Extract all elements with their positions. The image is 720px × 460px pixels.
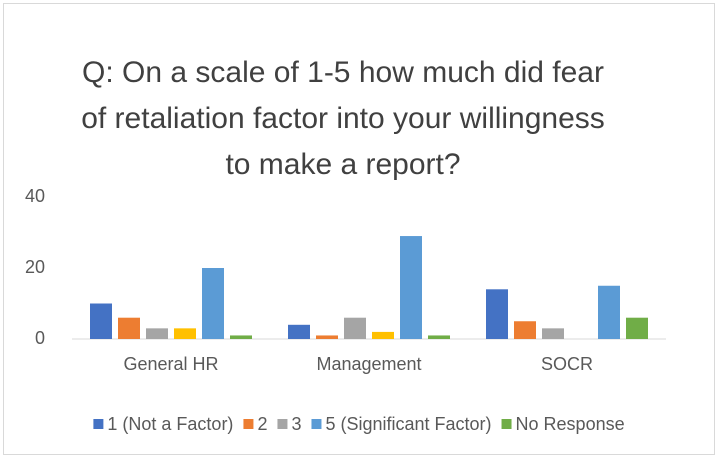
legend-swatch (277, 419, 288, 429)
chart-border (3, 3, 715, 455)
legend-label: 2 (257, 414, 267, 434)
legend-swatch (243, 419, 254, 429)
bar (400, 236, 422, 339)
legend-label: No Response (516, 414, 625, 434)
bar (316, 335, 338, 339)
legend-label: 1 (Not a Factor) (107, 414, 233, 434)
x-tick-label: Management (316, 354, 421, 374)
y-tick-label: 20 (25, 257, 45, 277)
bar (372, 331, 394, 339)
bar (542, 328, 564, 339)
bar (174, 328, 196, 339)
legend-swatch (93, 419, 104, 429)
bar (90, 303, 112, 339)
bar (486, 289, 508, 339)
legend-swatch (501, 419, 512, 429)
bar (598, 285, 620, 339)
bar (288, 324, 310, 339)
bar (202, 268, 224, 339)
chart-title: Q: On a scale of 1-5 how much did fear o… (81, 56, 605, 181)
bar (146, 328, 168, 339)
bar (514, 321, 536, 339)
x-tick-label: SOCR (541, 354, 593, 374)
bar (344, 317, 366, 339)
legend-label: 5 (Significant Factor) (325, 414, 491, 434)
x-tick-label: General HR (123, 354, 218, 374)
bar (118, 317, 140, 339)
bar (626, 317, 648, 339)
legend-swatch (311, 419, 322, 429)
y-tick-label: 40 (25, 186, 45, 206)
bar (428, 335, 450, 339)
legend-label: 3 (291, 414, 301, 434)
bar (230, 335, 252, 339)
y-tick-label: 0 (35, 328, 45, 348)
